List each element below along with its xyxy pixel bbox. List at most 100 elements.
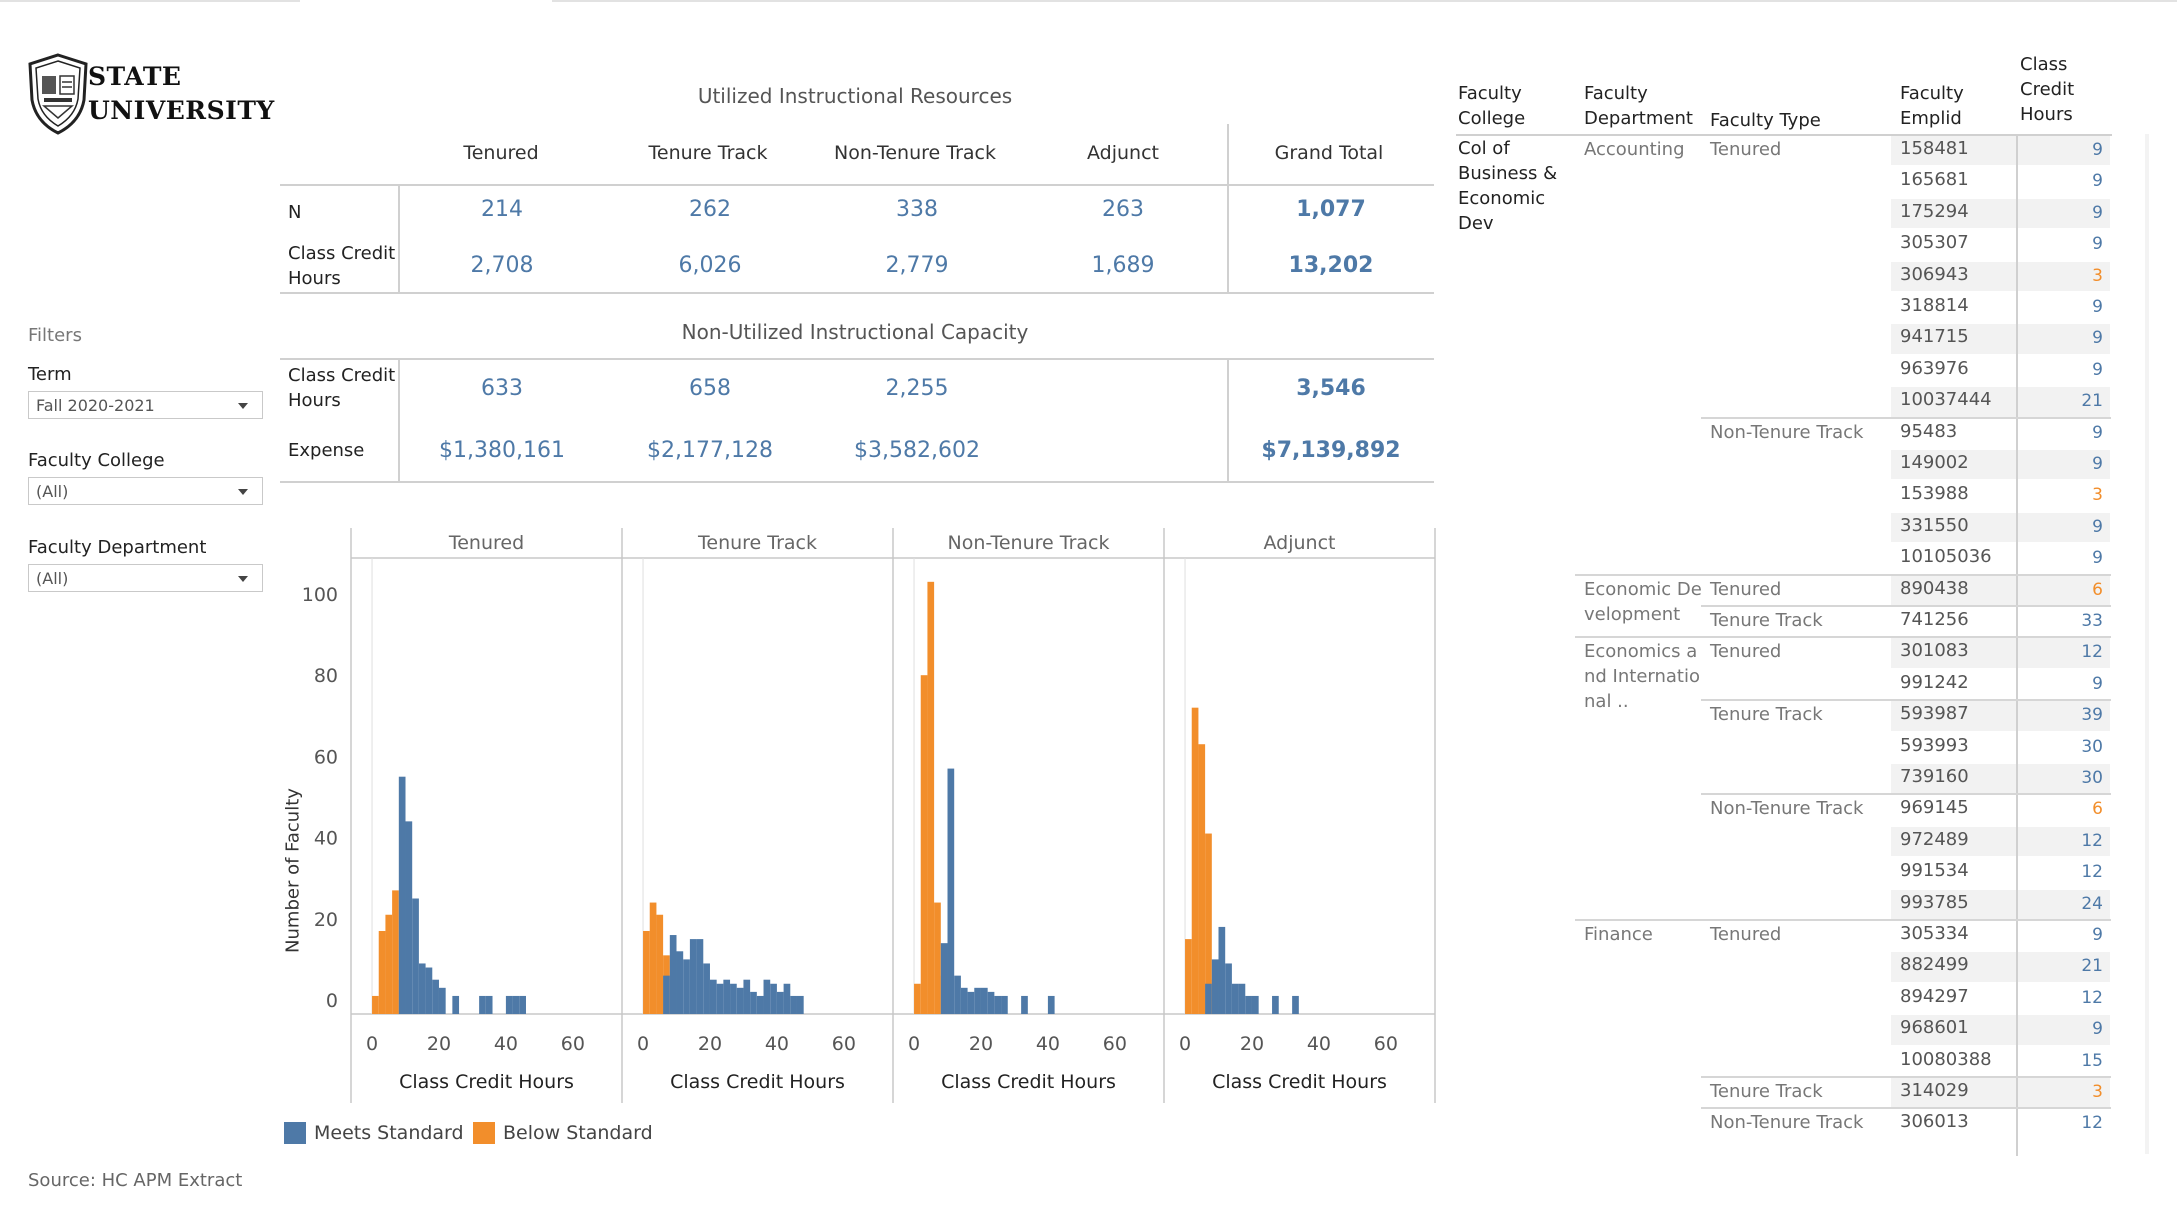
x-axis-title: Class Credit Hours: [399, 1071, 574, 1093]
bar-meets-standard: [1218, 926, 1226, 1014]
y-tick-label: 100: [302, 584, 338, 606]
bar-meets-standard: [716, 983, 724, 1014]
bar-meets-standard: [947, 768, 955, 1014]
col-header-tenured: Tenured: [463, 142, 539, 164]
bar-meets-standard: [770, 983, 777, 1014]
x-tick-label: 0: [637, 1033, 649, 1055]
department-label: Faculty Department: [28, 537, 207, 558]
bar-meets-standard: [940, 943, 948, 1014]
bar-meets-standard: [669, 935, 677, 1014]
bar-meets-standard: [1251, 995, 1259, 1014]
bar-meets-standard: [1238, 983, 1246, 1014]
x-axis-title: Class Credit Hours: [1212, 1071, 1387, 1093]
y-tick-label: 0: [326, 990, 338, 1012]
bar-meets-standard: [763, 979, 771, 1014]
bar-below-standard: [1191, 707, 1199, 1014]
hdr-faculty-emplid: Faculty Emplid: [1900, 81, 1964, 131]
bar-meets-standard: [994, 995, 1002, 1014]
bar-below-standard: [920, 675, 928, 1014]
hdr-line: Faculty: [1584, 83, 1648, 104]
bar-meets-standard: [405, 821, 413, 1014]
bar-meets-standard: [736, 987, 744, 1014]
college-label: Faculty College: [28, 450, 165, 471]
value-cell: $3,582,602: [854, 438, 980, 463]
divider: [280, 292, 1434, 294]
college-select[interactable]: (All): [28, 477, 263, 505]
bar-meets-standard: [954, 975, 961, 1014]
total-cell: 1,077: [1296, 197, 1366, 222]
logo-line1: STATE: [88, 62, 182, 91]
bar-meets-standard: [723, 979, 731, 1014]
bar-meets-standard: [412, 898, 419, 1014]
bar-meets-standard: [967, 991, 975, 1014]
value-cell: 338: [896, 197, 938, 222]
utilized-title: Utilized Instructional Resources: [697, 84, 1013, 108]
x-tick-label: 40: [765, 1033, 789, 1055]
hdr-line: Hours: [2020, 104, 2073, 125]
bar-below-standard: [372, 995, 379, 1014]
x-tick-label: 60: [1103, 1033, 1127, 1055]
chevron-down-icon: [238, 576, 248, 582]
bar-meets-standard: [1211, 959, 1219, 1014]
scrollbar-track[interactable]: [2145, 134, 2149, 1154]
term-value: Fall 2020-2021: [36, 396, 155, 415]
bar-below-standard: [927, 581, 935, 1014]
value-cell: $2,177,128: [647, 438, 773, 463]
hdr-line: Department: [1584, 108, 1693, 129]
bar-meets-standard: [438, 987, 446, 1014]
college-line: Dev: [1458, 213, 1494, 234]
panel-title: Tenure Track: [697, 532, 817, 554]
value-cell: 633: [481, 376, 523, 401]
bar-meets-standard: [783, 983, 791, 1014]
col-header-adjunct: Adjunct: [1087, 142, 1159, 164]
bar-meets-standard: [1205, 983, 1212, 1014]
x-tick-label: 40: [494, 1033, 518, 1055]
hdr-faculty-college: Faculty College: [1458, 81, 1525, 131]
value-cell: 1,689: [1091, 253, 1155, 278]
total-cell: $7,139,892: [1261, 438, 1401, 463]
bar-meets-standard: [1021, 995, 1028, 1014]
value-cell: 2,779: [885, 253, 949, 278]
y-tick-label: 80: [314, 665, 338, 687]
bar-meets-standard: [776, 991, 784, 1014]
bar-below-standard: [934, 902, 941, 1014]
term-select[interactable]: Fall 2020-2021: [28, 391, 263, 419]
panel-title: Non-Tenure Track: [948, 532, 1110, 554]
bar-meets-standard: [689, 939, 697, 1014]
bar-meets-standard: [974, 987, 981, 1014]
top-border: [0, 0, 2177, 2]
hdr-line: Credit: [2020, 79, 2075, 100]
value-cell: 2,255: [885, 376, 949, 401]
bar-meets-standard: [479, 995, 486, 1014]
bar-meets-standard: [703, 963, 710, 1014]
y-tick-label: 60: [314, 746, 338, 768]
x-tick-label: 60: [832, 1033, 856, 1055]
hdr-line: College: [1458, 108, 1526, 129]
bar-meets-standard: [756, 995, 764, 1014]
legend-swatch-below: [473, 1122, 495, 1144]
bar-meets-standard: [485, 995, 493, 1014]
bar-meets-standard: [980, 987, 988, 1014]
bar-meets-standard: [519, 995, 526, 1014]
college-line: Business &: [1458, 163, 1558, 184]
bar-meets-standard: [750, 991, 757, 1014]
hdr-line: Class: [2020, 54, 2068, 75]
department-select[interactable]: (All): [28, 564, 263, 592]
x-tick-label: 0: [908, 1033, 920, 1055]
bar-meets-standard: [1272, 995, 1279, 1014]
col-header-tenure-track: Tenure Track: [648, 142, 768, 164]
x-tick-label: 0: [1179, 1033, 1191, 1055]
hdr-line: Faculty: [1900, 83, 1964, 104]
x-axis-title: Class Credit Hours: [941, 1071, 1116, 1093]
x-tick-label: 40: [1036, 1033, 1060, 1055]
bar-below-standard: [649, 902, 657, 1014]
bar-meets-standard: [512, 995, 520, 1014]
divider: [1227, 358, 1229, 481]
divider: [280, 358, 1434, 360]
bar-meets-standard: [987, 991, 995, 1014]
x-tick-label: 60: [1374, 1033, 1398, 1055]
department-value: (All): [36, 569, 69, 588]
bar-below-standard: [385, 914, 393, 1014]
x-tick-label: 0: [366, 1033, 378, 1055]
bar-meets-standard: [1001, 995, 1008, 1014]
